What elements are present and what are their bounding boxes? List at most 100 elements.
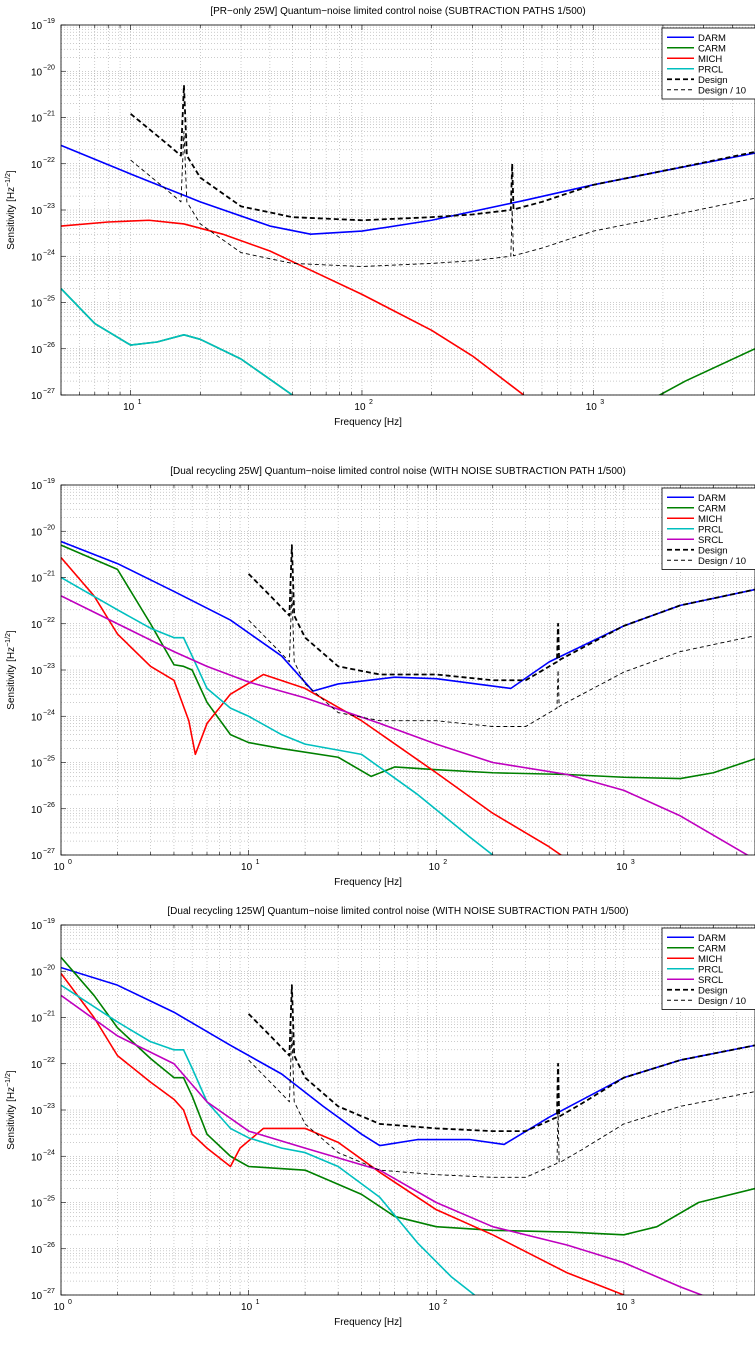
chart-title: [PR−only 25W] Quantum−noise limited cont… (210, 6, 585, 17)
y-tick-exponent: −26 (43, 802, 55, 809)
y-tick-exponent: −27 (43, 1288, 55, 1295)
y-axis-label-exponent: −1/2 (5, 173, 12, 187)
series-line-prcl (61, 984, 476, 1295)
y-tick-label: 10 (31, 1199, 43, 1210)
y-tick-exponent: −23 (43, 663, 55, 670)
plot-area (61, 485, 755, 855)
y-tick-label: 10 (31, 666, 43, 677)
series-line-carm (61, 956, 755, 1236)
chart-title: [Dual recycling 125W] Quantum−noise limi… (167, 906, 628, 917)
series-line-design (247, 984, 755, 1132)
x-tick-label: 10 (53, 1302, 65, 1313)
y-tick-exponent: −26 (43, 1242, 55, 1249)
x-tick-label: 10 (354, 402, 366, 413)
legend-label: PRCL (698, 524, 723, 535)
legend-label: MICH (698, 54, 722, 65)
chart-title: [Dual recycling 25W] Quantum−noise limit… (170, 466, 626, 477)
y-tick-exponent: −20 (43, 64, 55, 71)
legend-label: Design / 10 (698, 556, 746, 567)
y-tick-label: 10 (31, 481, 43, 492)
plot-area (61, 925, 755, 1295)
y-tick-label: 10 (31, 620, 43, 631)
y-tick-exponent: −24 (43, 249, 55, 256)
series-line-design-10 (130, 130, 755, 267)
legend-label: DARM (698, 933, 726, 944)
y-axis-label: Sensitivity [Hz−1/2] (5, 1070, 17, 1150)
legend-label: SRCL (698, 535, 723, 546)
y-tick-label: 10 (31, 1152, 43, 1163)
x-tick-label: 10 (586, 402, 598, 413)
x-tick-exponent: 3 (631, 859, 635, 866)
legend-label: CARM (698, 943, 726, 954)
y-tick-label: 10 (31, 1060, 43, 1071)
y-tick-exponent: −23 (43, 203, 55, 210)
y-tick-label: 10 (31, 206, 43, 217)
y-tick-exponent: −19 (43, 18, 55, 25)
series-line-design-10 (248, 590, 755, 727)
legend-label: Design (698, 75, 728, 86)
series-line-darm (61, 540, 755, 692)
x-axis-label: Frequency [Hz] (334, 877, 402, 888)
y-axis-label: Sensitivity [Hz−1/2] (5, 630, 17, 710)
series-group (61, 540, 755, 855)
x-tick-exponent: 1 (256, 859, 260, 866)
tick-marks (60, 484, 755, 856)
y-tick-exponent: −21 (43, 571, 55, 578)
series-line-mich (61, 972, 625, 1295)
series-line-mich (61, 557, 563, 855)
y-tick-exponent: −20 (43, 524, 55, 531)
x-tick-label: 10 (123, 402, 135, 413)
legend-label: Design / 10 (698, 996, 746, 1007)
legend-label: PRCL (698, 964, 723, 975)
legend-label: Design (698, 985, 728, 996)
series-line-darm (61, 966, 755, 1147)
tick-marks (60, 24, 755, 396)
x-tick-label: 10 (616, 1302, 628, 1313)
y-tick-label: 10 (31, 712, 43, 723)
y-tick-exponent: −24 (43, 709, 55, 716)
y-axis-label-close: ] (6, 1070, 17, 1073)
y-tick-label: 10 (31, 21, 43, 32)
y-tick-exponent: −19 (43, 478, 55, 485)
legend-label: Design / 10 (698, 85, 746, 96)
y-tick-exponent: −22 (43, 617, 55, 624)
y-tick-label: 10 (31, 921, 43, 932)
y-axis-label-text: Sensitivity [Hz (6, 187, 17, 250)
x-tick-label: 10 (53, 862, 65, 873)
y-tick-exponent: −25 (43, 1196, 55, 1203)
legend-label: PRCL (698, 64, 723, 75)
y-tick-label: 10 (31, 1245, 43, 1256)
series-line-srcl (61, 994, 704, 1295)
x-tick-exponent: 3 (631, 1299, 635, 1306)
y-tick-exponent: −26 (43, 342, 55, 349)
y-tick-label: 10 (31, 1106, 43, 1117)
y-tick-label: 10 (31, 1291, 43, 1302)
x-axis-label: Frequency [Hz] (334, 1317, 402, 1328)
legend-box (661, 27, 755, 100)
tick-marks (60, 924, 755, 1296)
series-group (61, 84, 755, 395)
y-axis-label: Sensitivity [Hz−1/2] (5, 170, 17, 250)
legend-label: MICH (698, 954, 722, 965)
y-tick-exponent: −21 (43, 111, 55, 118)
x-tick-label: 10 (241, 1302, 253, 1313)
x-tick-label: 10 (616, 862, 628, 873)
x-tick-exponent: 2 (369, 399, 373, 406)
series-line-carm (61, 544, 755, 780)
y-tick-label: 10 (31, 851, 43, 862)
y-tick-exponent: −22 (43, 1057, 55, 1064)
y-tick-label: 10 (31, 391, 43, 402)
x-tick-exponent: 0 (68, 859, 72, 866)
y-axis-label-close: ] (6, 630, 17, 633)
legend-label: CARM (698, 503, 726, 514)
x-tick-exponent: 2 (443, 1299, 447, 1306)
x-tick-label: 10 (241, 862, 253, 873)
y-tick-label: 10 (31, 527, 43, 538)
y-tick-label: 10 (31, 345, 43, 356)
legend-label: SRCL (698, 975, 723, 986)
